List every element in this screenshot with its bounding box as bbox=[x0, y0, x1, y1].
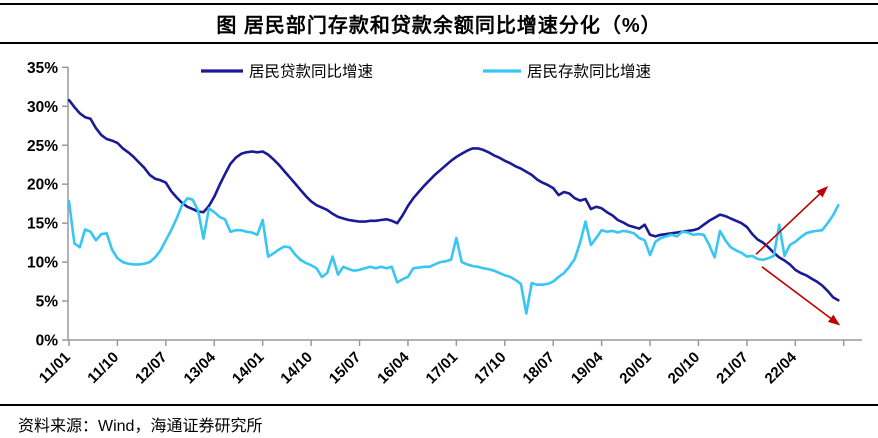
x-tick-label: 14/10 bbox=[277, 349, 316, 388]
legend-deposit-label: 居民存款同比增速 bbox=[527, 63, 651, 81]
x-tick-label: 12/07 bbox=[132, 349, 171, 388]
y-tick-label: 15% bbox=[27, 216, 58, 233]
x-tick-label: 20/10 bbox=[665, 349, 704, 388]
title-rule-bottom bbox=[0, 42, 878, 44]
x-tick-label: 18/07 bbox=[519, 349, 558, 388]
x-tick-label: 19/04 bbox=[568, 348, 607, 387]
y-tick-label: 35% bbox=[27, 60, 58, 77]
line-chart: 0% 5% 10% 15% 20% 25% 30% 35% 11/01 11/10 12/07 13/… bbox=[27, 60, 862, 388]
x-tick-label: 11/10 bbox=[84, 349, 122, 387]
x-tick-label: 13/04 bbox=[181, 348, 220, 387]
x-tick-label: 14/01 bbox=[229, 349, 268, 388]
page-title: 图 居民部门存款和贷款余额同比增速分化（%） bbox=[216, 15, 662, 37]
y-tick-label: 0% bbox=[36, 333, 59, 350]
title-rule-top bbox=[0, 3, 878, 5]
source-note: 资料来源：Wind，海通证券研究所 bbox=[18, 418, 263, 435]
divergence-arrow-up bbox=[755, 186, 829, 255]
y-tick-label: 10% bbox=[27, 255, 58, 272]
divergence-arrow-down bbox=[761, 266, 841, 326]
source-rule bbox=[0, 404, 878, 406]
legend-loan-label: 居民贷款同比增速 bbox=[249, 63, 373, 81]
x-tick-label: 20/01 bbox=[616, 349, 655, 388]
y-tick-label: 5% bbox=[36, 294, 59, 311]
y-tick-label: 20% bbox=[27, 177, 58, 194]
deposit-growth-line bbox=[67, 196, 840, 315]
x-tick-label: 17/01 bbox=[423, 349, 462, 388]
x-tick-label: 17/10 bbox=[471, 349, 510, 388]
x-tick-label: 11/01 bbox=[36, 349, 74, 387]
y-tick-label: 25% bbox=[27, 138, 58, 155]
x-tick-label: 21/07 bbox=[713, 349, 752, 388]
y-tick-label: 30% bbox=[27, 99, 58, 116]
x-tick-label: 15/07 bbox=[326, 349, 365, 388]
x-tick-label: 22/04 bbox=[762, 348, 801, 387]
x-tick-label: 16/04 bbox=[374, 348, 413, 387]
